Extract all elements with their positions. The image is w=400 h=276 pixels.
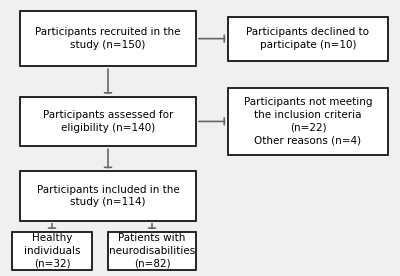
- FancyBboxPatch shape: [228, 88, 388, 155]
- FancyBboxPatch shape: [228, 17, 388, 61]
- FancyBboxPatch shape: [108, 232, 196, 270]
- Text: Participants recruited in the
study (n=150): Participants recruited in the study (n=1…: [35, 27, 181, 50]
- FancyBboxPatch shape: [20, 11, 196, 66]
- FancyBboxPatch shape: [12, 232, 92, 270]
- FancyBboxPatch shape: [20, 171, 196, 221]
- FancyBboxPatch shape: [20, 97, 196, 146]
- Text: Participants assessed for
eligibility (n=140): Participants assessed for eligibility (n…: [43, 110, 173, 133]
- Text: Participants declined to
participate (n=10): Participants declined to participate (n=…: [246, 27, 370, 50]
- Text: Participants included in the
study (n=114): Participants included in the study (n=11…: [37, 185, 179, 207]
- Text: Healthy
individuals
(n=32): Healthy individuals (n=32): [24, 233, 80, 269]
- Text: Participants not meeting
the inclusion criteria
(n=22)
Other reasons (n=4): Participants not meeting the inclusion c…: [244, 97, 372, 146]
- Text: Patients with
neurodisabilities
(n=82): Patients with neurodisabilities (n=82): [109, 233, 195, 269]
